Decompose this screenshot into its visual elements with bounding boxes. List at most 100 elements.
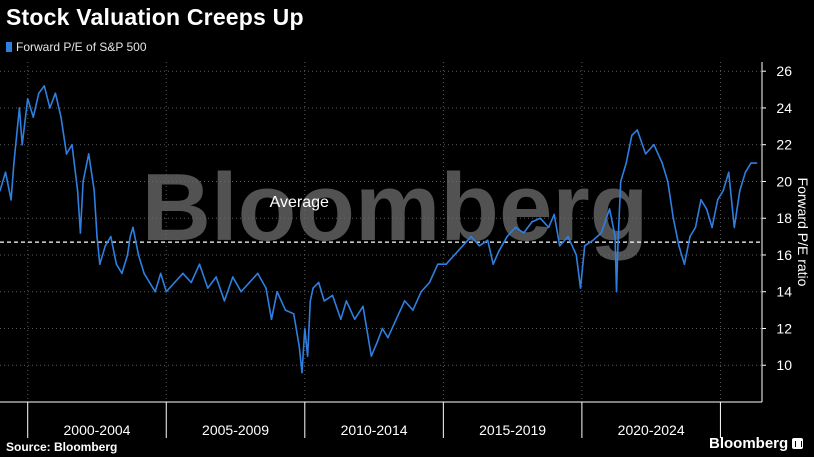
data-point — [420, 290, 422, 293]
data-point — [614, 235, 616, 238]
legend-swatch — [6, 42, 12, 52]
data-point — [21, 143, 23, 146]
data-point — [353, 318, 356, 321]
y-tick-label: 14 — [776, 284, 792, 300]
data-point — [0, 189, 1, 192]
data-point — [121, 272, 123, 275]
data-point — [198, 263, 201, 265]
y-axis-label: Forward P/E ratio — [795, 178, 811, 287]
data-point — [215, 276, 217, 278]
data-point — [340, 318, 342, 321]
watermark-text: Bloomberg — [142, 154, 649, 261]
chart-title: Stock Valuation Creeps Up — [6, 4, 304, 30]
data-point — [129, 235, 132, 238]
data-point — [173, 281, 176, 284]
average-layer: Average — [0, 194, 762, 243]
data-point — [165, 290, 168, 293]
data-point — [592, 239, 594, 242]
data-point — [207, 287, 209, 289]
data-point — [306, 355, 309, 357]
data-point — [49, 107, 51, 109]
data-point — [672, 217, 675, 220]
data-point — [461, 244, 464, 247]
y-tick-label: 22 — [776, 137, 792, 153]
data-point — [653, 143, 655, 146]
data-point — [96, 235, 98, 238]
data-point — [445, 263, 447, 265]
data-point — [10, 199, 12, 201]
data-point — [531, 221, 533, 223]
y-tick-label: 10 — [776, 357, 792, 373]
data-point — [265, 287, 267, 289]
y-tick-label: 16 — [776, 247, 792, 263]
x-tick-label: 2015-2019 — [479, 422, 546, 438]
data-point — [506, 235, 508, 238]
data-point — [644, 153, 647, 155]
data-point — [470, 235, 472, 238]
data-point — [387, 336, 389, 339]
data-point — [76, 189, 79, 192]
data-point — [26, 97, 29, 100]
data-point — [301, 371, 303, 374]
data-point — [547, 226, 550, 229]
data-point — [87, 153, 90, 155]
data-point — [104, 244, 107, 247]
brand-badge-icon — [792, 438, 804, 449]
data-point — [522, 232, 525, 234]
brand-text: Bloomberg — [709, 435, 789, 452]
data-point — [617, 244, 619, 247]
data-point — [630, 134, 633, 137]
grid-layer — [0, 62, 762, 402]
data-point — [553, 213, 555, 216]
data-point — [79, 232, 82, 234]
average-annotation: Average — [270, 194, 329, 211]
data-point — [705, 208, 708, 210]
data-point — [539, 217, 542, 220]
data-point — [625, 162, 628, 164]
source-note: Source: Bloomberg — [6, 440, 118, 454]
data-point — [739, 189, 741, 192]
legend: Forward P/E of S&P 500 — [6, 40, 147, 54]
data-point — [126, 254, 129, 256]
y-tick-label: 26 — [776, 63, 792, 79]
data-point — [437, 263, 439, 265]
data-point — [608, 208, 611, 210]
data-point — [428, 281, 431, 284]
y-tick-label: 24 — [776, 100, 792, 116]
data-point — [711, 226, 713, 229]
data-point — [636, 129, 639, 131]
data-point — [32, 116, 35, 118]
data-point — [722, 189, 725, 192]
data-point — [575, 254, 578, 256]
data-point — [694, 226, 697, 229]
data-point — [223, 300, 226, 302]
data-point — [240, 290, 242, 293]
data-point — [514, 226, 517, 229]
data-point — [412, 309, 414, 311]
data-point — [276, 290, 278, 293]
data-point — [381, 327, 384, 330]
data-point — [54, 92, 57, 95]
data-point — [558, 244, 561, 247]
data-point — [744, 171, 747, 174]
data-point — [71, 143, 73, 146]
data-point — [619, 180, 622, 183]
y-tick-label: 12 — [776, 320, 792, 336]
data-point — [270, 318, 273, 321]
data-point — [13, 162, 15, 164]
data-point — [43, 85, 46, 87]
data-point — [345, 300, 348, 302]
data-point — [615, 290, 618, 293]
data-point — [309, 300, 312, 302]
data-point — [154, 290, 156, 293]
data-point — [478, 244, 481, 247]
data-point — [132, 226, 134, 229]
data-point — [248, 281, 251, 284]
data-point — [486, 239, 489, 242]
y-tick-label: 20 — [776, 173, 792, 189]
legend-label: Forward P/E of S&P 500 — [16, 40, 147, 54]
x-tick-label: 2000-2004 — [64, 422, 131, 438]
data-point — [370, 355, 373, 357]
data-point — [700, 199, 702, 201]
data-point — [497, 250, 500, 253]
